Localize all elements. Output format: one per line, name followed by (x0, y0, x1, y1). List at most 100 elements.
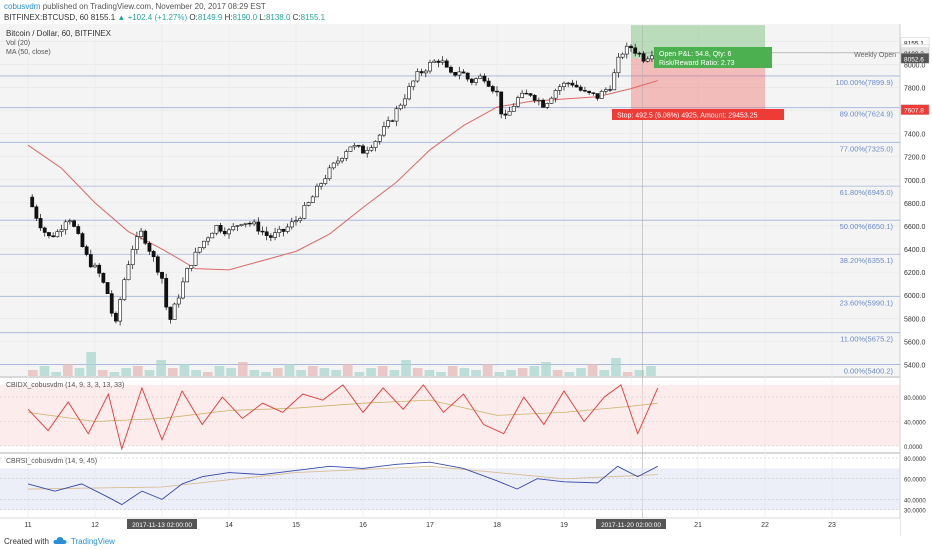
candle-body (390, 120, 395, 122)
last-price: 8155.1 (90, 13, 116, 22)
high-label: H: (224, 13, 233, 22)
candle-body (599, 90, 604, 99)
cbidx-tick-label: 40.0000 (904, 420, 926, 426)
time-axis[interactable]: 11 12 2017-11-13 02:00:00 14 15 16 17 18 19 2017-… (0, 517, 900, 536)
price-tick-label: 7800.0 (904, 85, 926, 92)
candle-body (549, 97, 554, 104)
time-tick-label: 2017-11-13 02:00:00 (132, 522, 192, 529)
fib-level-label: 38.20%(6355.1) (840, 256, 894, 265)
candle-body (587, 90, 592, 94)
author-link[interactable]: cobusvdm (4, 2, 41, 11)
volume-bar (74, 368, 85, 376)
cbidx-tick-label: 80.0000 (904, 396, 926, 402)
price-tick-label: 5800.0 (904, 316, 926, 323)
volume-bar (611, 358, 621, 376)
volume-bar (634, 370, 645, 376)
candle-body (72, 220, 76, 227)
candle-body (541, 99, 545, 108)
candle-body (285, 226, 290, 232)
candle-body (248, 222, 252, 225)
candle-body (315, 185, 319, 198)
pane-divider-1 (0, 376, 900, 378)
candle-body (30, 196, 35, 208)
pl-text: Open P&L: 54.8, Qty: 6 (659, 51, 731, 58)
candle-body (38, 218, 43, 229)
cbrsi-band (0, 468, 900, 510)
candle-body (486, 80, 491, 87)
fib-level-label: 23.60%(5990.1) (840, 298, 894, 307)
candle-body (453, 72, 458, 76)
candle-body (361, 145, 365, 154)
volume-bar (389, 370, 400, 376)
candle-body (218, 225, 223, 232)
volume-bar (576, 368, 586, 376)
volume-bar (237, 362, 248, 376)
volume-bar (179, 364, 190, 376)
time-tick-label: 22 (761, 522, 769, 529)
candle-body (612, 72, 617, 91)
candle-body (335, 160, 340, 164)
volume-bar (51, 372, 61, 376)
price-tag-label: 8052.6 (904, 56, 924, 63)
chart-area[interactable]: 100.00%(7899.9) 89.00%(7624.9) 77.00%(7325… (0, 24, 932, 536)
candle-body (603, 89, 608, 92)
volume-bar (191, 370, 201, 376)
time-axis-bg (0, 518, 900, 536)
price-tick-label: 6600.0 (904, 224, 926, 231)
stop-text: Stop: 492.5 (6.08%) 4925, Amount: 29453.… (617, 113, 758, 120)
cbrsi-tick-label: 40.0000 (904, 498, 926, 504)
tradingview-brand[interactable]: TradingView (70, 537, 115, 546)
price-tag-label: 8155.1 (904, 40, 924, 47)
cbidx-label: CBIDX_cobusvdm (14, 9, 3, 3, 13, 33) (6, 382, 124, 389)
candle-body (503, 113, 508, 116)
candle-body (591, 92, 596, 94)
chart-svg[interactable]: 100.00%(7899.9) 89.00%(7624.9) 77.00%(7325… (0, 24, 932, 536)
candle-body (566, 82, 571, 85)
candle-body (67, 220, 72, 223)
fib-retracement: 100.00%(7899.9) 89.00%(7624.9) 77.00%(7325… (0, 75, 900, 375)
candle-body (495, 90, 499, 93)
volume-bar (144, 370, 155, 376)
price-tick-label: 7400.0 (904, 132, 926, 139)
cbrsi-tick-label: 60.0000 (904, 478, 926, 484)
volume-bar (564, 372, 575, 376)
candle-body (474, 78, 478, 83)
candle-body (373, 141, 378, 148)
candle-body (327, 167, 332, 180)
volume-bar (296, 370, 306, 376)
time-tick-label: 14 (225, 522, 233, 529)
candle-body (143, 230, 148, 244)
price-tag-box (900, 53, 930, 64)
time-tick-label: 18 (493, 522, 501, 529)
candle-body (377, 134, 382, 142)
volume-bar (354, 372, 365, 376)
time-tick-label: 19 (560, 522, 568, 529)
candle-body (344, 151, 349, 159)
fib-level-label: 100.00%(7899.9) (835, 78, 893, 87)
volume-bar (459, 368, 470, 376)
candle-body (298, 218, 303, 221)
volume-bar (412, 368, 423, 376)
price-tick-label: 6000.0 (904, 293, 926, 300)
volume-bar (494, 372, 505, 376)
close-value: 8155.1 (300, 13, 326, 22)
volume-bar (62, 364, 73, 376)
candle-body (168, 306, 173, 320)
candle-body (222, 230, 227, 235)
candle-body (210, 232, 215, 239)
candle-body (323, 178, 328, 184)
ma-50-line (27, 80, 658, 271)
candle-body (394, 108, 399, 122)
volume-bar (156, 360, 166, 376)
price-tick-label: 5400.0 (904, 362, 926, 369)
price-tick-label: 6400.0 (904, 247, 926, 254)
fib-level-label: 50.00%(6650.1) (840, 222, 894, 231)
volume-bars (28, 352, 656, 376)
candle-body (637, 53, 642, 55)
volume-bar (541, 362, 551, 376)
candle-body (260, 230, 265, 233)
candle-body (147, 242, 152, 252)
weekly-open-label: Weekly Open (854, 52, 896, 59)
time-tick-label: 12 (91, 522, 99, 529)
candle-body (160, 271, 164, 279)
